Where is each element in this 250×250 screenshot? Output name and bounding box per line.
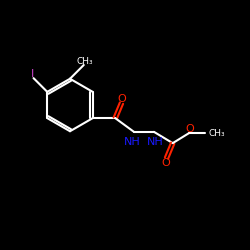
Text: NH: NH (124, 137, 141, 147)
Text: CH₃: CH₃ (77, 57, 93, 66)
Text: O: O (162, 158, 170, 168)
Text: I: I (31, 69, 34, 79)
Text: O: O (185, 124, 194, 134)
Text: O: O (118, 94, 126, 104)
Text: NH: NH (147, 137, 164, 147)
Text: CH₃: CH₃ (208, 128, 225, 138)
